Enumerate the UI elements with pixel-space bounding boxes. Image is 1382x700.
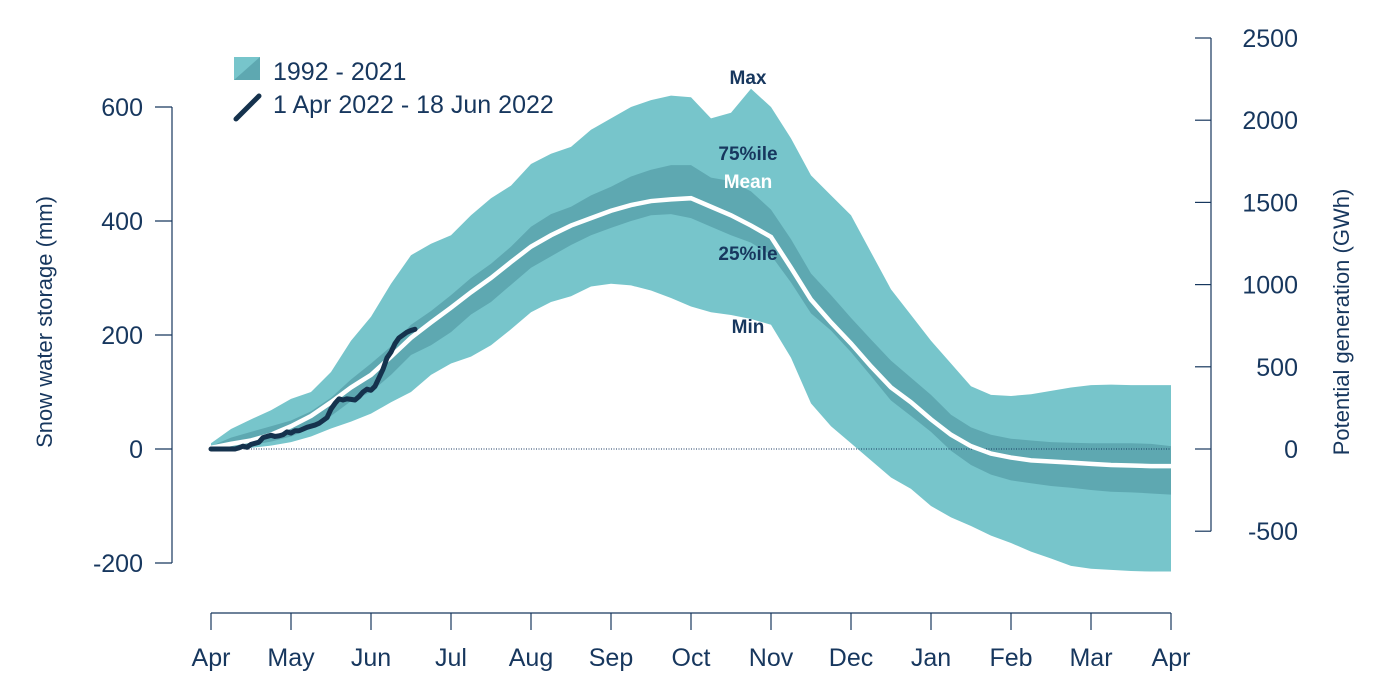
left-tick-label: -200 [93, 550, 143, 578]
x-tick-label: Dec [829, 644, 873, 672]
legend-line-swatch [233, 93, 262, 122]
left-tick-label: 200 [101, 322, 143, 350]
current-season-line [208, 326, 418, 452]
legend-label-current: 1 Apr 2022 - 18 Jun 2022 [273, 91, 554, 119]
x-tick-label: Mar [1069, 644, 1112, 672]
legend-band-swatch [234, 57, 260, 80]
left-tick-label: 400 [101, 208, 143, 236]
right-tick-label: 2500 [1242, 25, 1298, 53]
x-tick-label: Feb [989, 644, 1032, 672]
right-axis-title: Potential generation (GWh) [1329, 189, 1354, 456]
legend-label-historical: 1992 - 2021 [273, 58, 406, 86]
right-tick-label: 500 [1256, 354, 1298, 382]
x-tick-label: May [267, 644, 315, 672]
annotation-25th: 25%ile [718, 244, 777, 265]
x-tick-label: Oct [672, 644, 711, 672]
left-y-axis: -200 0 200 400 600 [93, 94, 173, 578]
x-tick-label: Apr [192, 644, 231, 672]
x-tick-label: Jun [351, 644, 391, 672]
annotation-max: Max [730, 68, 767, 89]
left-tick-label: 0 [129, 436, 143, 464]
right-tick-label: 0 [1284, 436, 1298, 464]
x-tick-label: Aug [509, 644, 553, 672]
annotation-mean: Mean [724, 172, 773, 193]
right-tick-label: 1000 [1242, 272, 1298, 300]
right-tick-label: 1500 [1242, 189, 1298, 217]
annotation-75th: 75%ile [718, 144, 777, 165]
interquartile-band [211, 165, 1171, 495]
left-axis-title: Snow water storage (mm) [32, 196, 57, 448]
x-tick-label: Jul [435, 644, 467, 672]
x-tick-label: Apr [1152, 644, 1191, 672]
percentile-bands [211, 88, 1171, 572]
right-tick-label: -500 [1248, 518, 1298, 546]
annotation-min: Min [732, 317, 765, 338]
x-tick-label: Jan [911, 644, 951, 672]
right-y-axis: -500 0 500 1000 1500 2000 2500 [1195, 25, 1298, 546]
max-min-band [211, 88, 1171, 572]
legend: 1992 - 2021 1 Apr 2022 - 18 Jun 2022 [233, 57, 554, 122]
mean-line [210, 195, 1171, 469]
right-tick-label: 2000 [1242, 107, 1298, 135]
left-tick-label: 600 [101, 94, 143, 122]
x-axis: Apr May Jun Jul Aug Sep Oct Nov Dec Jan Feb Mar Apr [192, 612, 1191, 672]
x-tick-label: Nov [749, 644, 794, 672]
x-tick-label: Sep [589, 644, 633, 672]
